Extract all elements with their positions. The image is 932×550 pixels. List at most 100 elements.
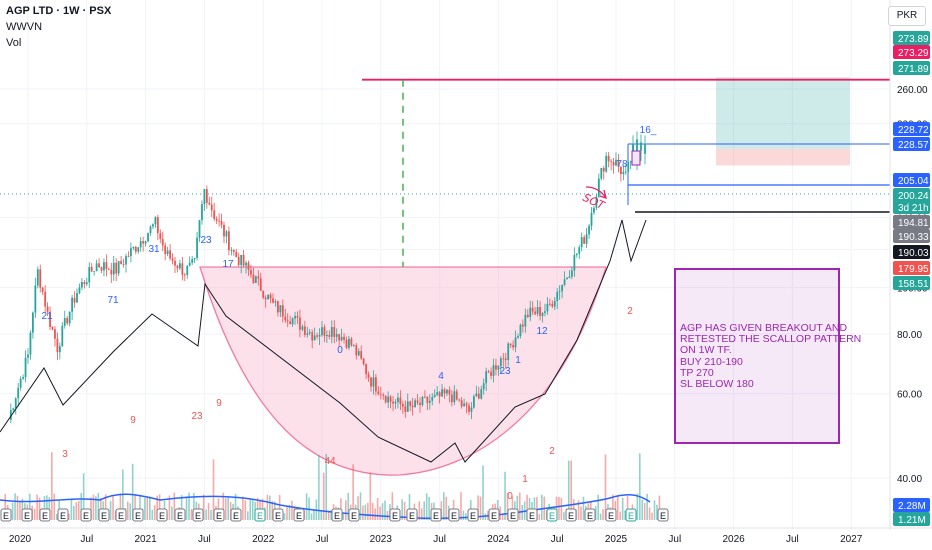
candle-body	[193, 257, 196, 260]
candle-body	[392, 401, 394, 404]
candle-body	[345, 339, 348, 348]
candle-body	[556, 291, 559, 302]
candle-body	[242, 254, 245, 266]
count-annotation: 0	[337, 345, 343, 356]
candle-body	[169, 250, 171, 259]
candle-body	[333, 327, 336, 337]
earnings-marker-box	[546, 508, 558, 522]
volume-bar	[641, 499, 644, 520]
earnings-marker-box	[132, 508, 144, 522]
volume-bar	[322, 472, 325, 520]
volume-bar	[420, 508, 423, 520]
candle-body	[644, 143, 646, 154]
candle-body	[122, 263, 125, 265]
earnings-marker: E	[389, 508, 401, 522]
candle-body	[100, 267, 103, 271]
candle-body	[553, 301, 556, 307]
candle-body	[316, 335, 318, 337]
candle-body	[247, 262, 250, 270]
volume-bar	[376, 498, 379, 520]
volume-label[interactable]: Vol	[6, 37, 22, 49]
volume-bar	[318, 455, 320, 520]
candle-body	[477, 393, 480, 399]
volume-bar	[77, 500, 80, 520]
earnings-marker-box	[98, 508, 110, 522]
volume-bar	[158, 494, 161, 520]
volume-bar	[119, 493, 122, 520]
candle-body	[161, 238, 164, 246]
candle-body	[49, 311, 51, 327]
currency-button[interactable]: PKR	[888, 6, 926, 26]
earnings-marker-label: E	[628, 511, 634, 521]
candle-body	[612, 161, 615, 166]
candle-body	[367, 374, 370, 378]
trade-note-box[interactable]: AGP HAS GIVEN BREAKOUT AND RETESTED THE …	[674, 268, 861, 444]
candle-body	[154, 217, 157, 225]
candle-body	[117, 261, 120, 274]
earnings-marker-box	[115, 508, 127, 522]
candle-body	[624, 171, 627, 173]
candle-body	[636, 139, 638, 160]
price-label-bg	[893, 245, 930, 259]
note-line: ON 1W TF.	[680, 344, 732, 356]
candle-body	[627, 161, 630, 172]
candle-body	[360, 351, 363, 359]
candle-body	[514, 337, 517, 348]
earnings-marker-label: E	[195, 511, 201, 521]
volume-bar	[526, 494, 528, 520]
volume-bar	[560, 497, 563, 520]
candle-body	[531, 307, 534, 312]
volume-bar	[477, 495, 479, 520]
price-label: 273.89	[893, 31, 930, 45]
volume-bar	[104, 494, 107, 520]
volume-bar	[369, 472, 372, 520]
volume-bar	[357, 496, 359, 520]
volume-bar	[567, 460, 570, 520]
candle-body	[152, 224, 154, 227]
candle-body	[183, 274, 186, 276]
candle-body	[629, 161, 632, 163]
earnings-marker-label: E	[510, 511, 516, 521]
candle-body	[27, 354, 29, 358]
candle-body	[487, 371, 490, 373]
volume-bar	[626, 496, 629, 520]
candle-body	[215, 218, 218, 221]
candle-body	[485, 371, 488, 384]
volume-bar	[207, 503, 210, 520]
candle-body	[294, 315, 296, 319]
symbol-title[interactable]: AGP LTD · 1W · PSX	[6, 5, 112, 17]
volume-bar	[126, 501, 129, 520]
volume-bar	[352, 464, 354, 520]
count-annotation: 31	[148, 244, 160, 255]
volume-bar	[16, 495, 19, 520]
volume-bar	[129, 503, 131, 520]
candle-body	[509, 343, 512, 346]
volume-bar	[68, 513, 70, 520]
volume-bar	[327, 510, 330, 520]
earnings-marker: E	[272, 508, 284, 522]
candle-body	[291, 318, 294, 325]
candle-body	[39, 269, 42, 288]
earnings-marker-box	[605, 508, 617, 522]
candle-body	[156, 217, 159, 234]
count-annotation: 12	[536, 326, 548, 337]
candle-body	[519, 324, 522, 337]
candle-body	[348, 338, 350, 348]
volume-bar	[156, 495, 158, 520]
volume-bar	[482, 465, 484, 520]
volume-bar	[291, 500, 293, 520]
candle-body	[306, 333, 309, 335]
candle-body	[12, 408, 15, 410]
volume-bar	[648, 507, 651, 520]
candle-body	[389, 396, 392, 402]
earnings-marker: E	[39, 508, 51, 522]
count-annotation: 16_	[640, 125, 657, 136]
indicator-label[interactable]: WWVN	[6, 21, 43, 33]
candle-body	[85, 282, 88, 285]
volume-bar	[597, 494, 599, 520]
price-label-text: 228.72	[898, 125, 929, 136]
earnings-marker-box	[448, 508, 460, 522]
earnings-marker-label: E	[24, 511, 30, 521]
